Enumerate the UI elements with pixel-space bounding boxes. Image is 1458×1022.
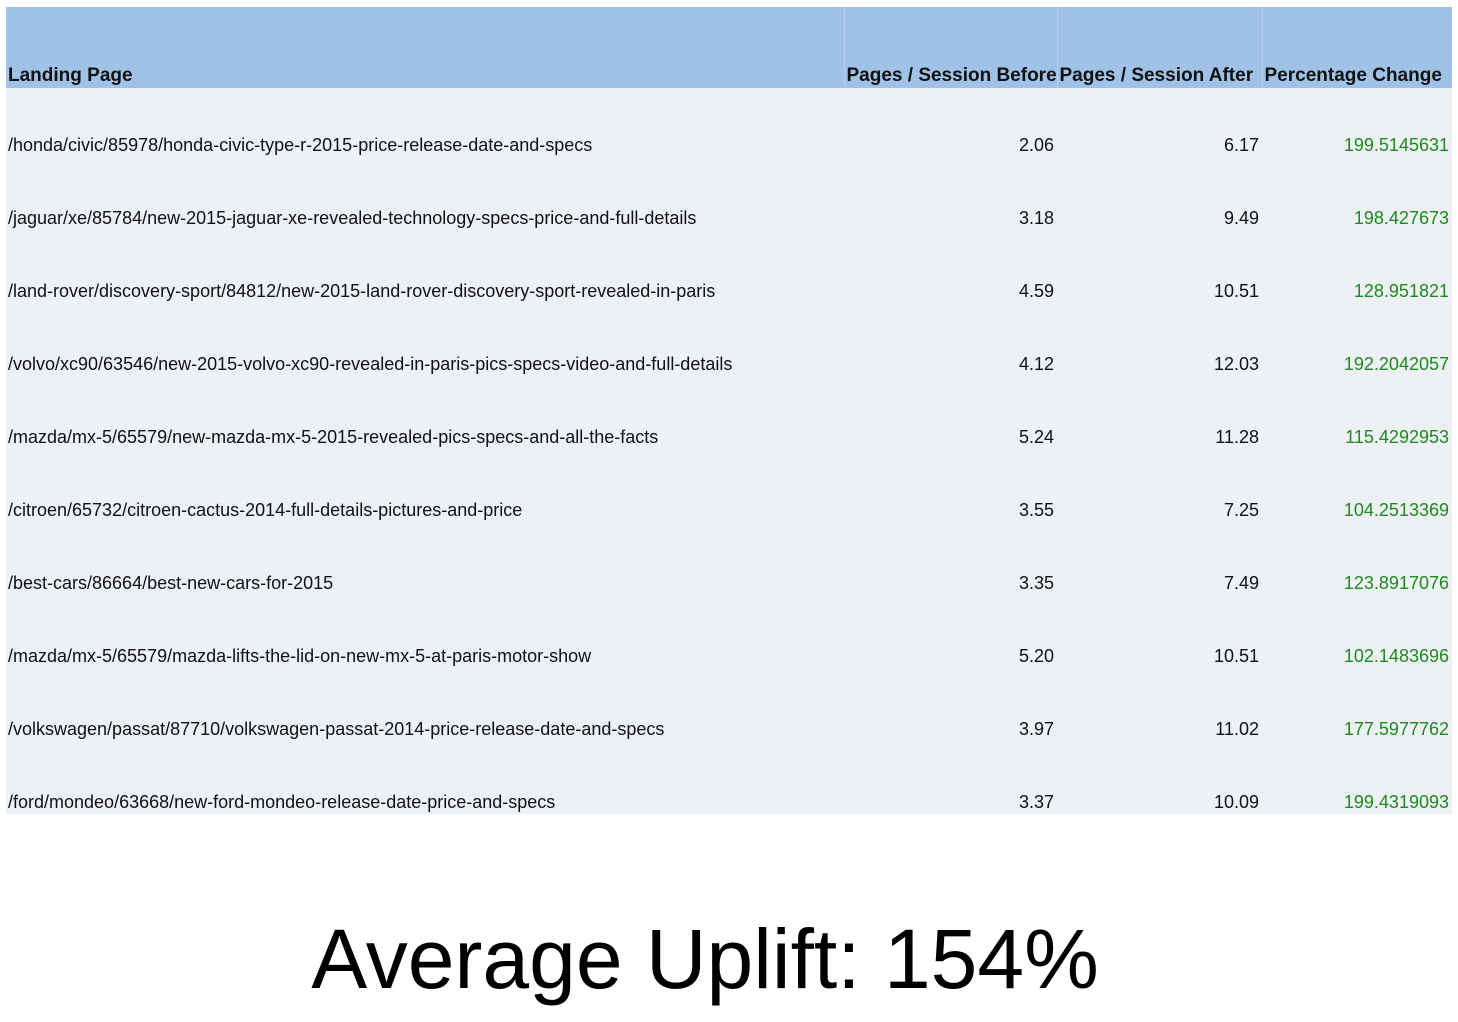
percentage-change-cell: 123.8917076 — [1262, 522, 1452, 595]
landing-page-cell: /best-cars/86664/best-new-cars-for-2015 — [6, 522, 844, 595]
table-row: /citroen/65732/citroen-cactus-2014-full-… — [6, 449, 1452, 522]
pages-session-before-cell: 3.37 — [844, 741, 1057, 814]
column-header-landing-page: Landing Page — [6, 7, 844, 88]
pages-session-after-cell: 11.02 — [1057, 668, 1262, 741]
pages-session-before-cell: 3.18 — [844, 157, 1057, 230]
pages-session-before-cell: 4.59 — [844, 230, 1057, 303]
pages-session-after-cell: 12.03 — [1057, 303, 1262, 376]
landing-page-cell: /mazda/mx-5/65579/mazda-lifts-the-lid-on… — [6, 595, 844, 668]
pages-session-after-cell: 10.09 — [1057, 741, 1262, 814]
pages-session-before-cell: 4.12 — [844, 303, 1057, 376]
table-row: /jaguar/xe/85784/new-2015-jaguar-xe-reve… — [6, 157, 1452, 230]
pages-session-before-cell: 5.24 — [844, 376, 1057, 449]
pages-session-after-cell: 9.49 — [1057, 157, 1262, 230]
landing-page-cell: /mazda/mx-5/65579/new-mazda-mx-5-2015-re… — [6, 376, 844, 449]
landing-page-cell: /land-rover/discovery-sport/84812/new-20… — [6, 230, 844, 303]
percentage-change-cell: 199.5145631 — [1262, 88, 1452, 157]
pages-session-before-cell: 3.97 — [844, 668, 1057, 741]
pages-session-before-cell: 3.55 — [844, 449, 1057, 522]
pages-session-before-cell: 5.20 — [844, 595, 1057, 668]
landing-page-cell: /citroen/65732/citroen-cactus-2014-full-… — [6, 449, 844, 522]
table-row: /mazda/mx-5/65579/new-mazda-mx-5-2015-re… — [6, 376, 1452, 449]
column-header-percentage-change: Percentage Change — [1261, 7, 1452, 88]
table-row: /mazda/mx-5/65579/mazda-lifts-the-lid-on… — [6, 595, 1452, 668]
landing-page-cell: /ford/mondeo/63668/new-ford-mondeo-relea… — [6, 741, 844, 814]
table-row: /best-cars/86664/best-new-cars-for-2015 3… — [6, 522, 1452, 595]
pages-session-before-cell: 2.06 — [844, 88, 1057, 157]
percentage-change-cell: 198.427673 — [1262, 157, 1452, 230]
pages-session-after-cell: 11.28 — [1057, 376, 1262, 449]
landing-page-cell: /honda/civic/85978/honda-civic-type-r-20… — [6, 88, 844, 157]
average-uplift-summary: Average Uplift: 154% — [311, 912, 1099, 1006]
header-row: Landing Page Pages / Session Before Page… — [6, 7, 1452, 88]
landing-page-cell: /jaguar/xe/85784/new-2015-jaguar-xe-reve… — [6, 157, 844, 230]
pages-session-after-cell: 7.25 — [1057, 449, 1262, 522]
table-row: /land-rover/discovery-sport/84812/new-20… — [6, 230, 1452, 303]
pages-session-before-cell: 3.35 — [844, 522, 1057, 595]
percentage-change-cell: 199.4319093 — [1262, 741, 1452, 814]
landing-page-cell: /volvo/xc90/63546/new-2015-volvo-xc90-re… — [6, 303, 844, 376]
table-row: /volkswagen/passat/87710/volkswagen-pass… — [6, 668, 1452, 741]
pages-session-after-cell: 10.51 — [1057, 595, 1262, 668]
column-header-pages-session-before: Pages / Session Before — [843, 7, 1057, 88]
table-row: /ford/mondeo/63668/new-ford-mondeo-relea… — [6, 741, 1452, 814]
data-table: Landing Page Pages / Session Before Page… — [6, 7, 1452, 814]
percentage-change-cell: 177.5977762 — [1262, 668, 1452, 741]
table-row: /honda/civic/85978/honda-civic-type-r-20… — [6, 88, 1452, 157]
column-header-pages-session-after: Pages / Session After — [1056, 7, 1262, 88]
pages-session-after-cell: 7.49 — [1057, 522, 1262, 595]
table-row: /volvo/xc90/63546/new-2015-volvo-xc90-re… — [6, 303, 1452, 376]
percentage-change-cell: 192.2042057 — [1262, 303, 1452, 376]
percentage-change-cell: 128.951821 — [1262, 230, 1452, 303]
percentage-change-cell: 115.4292953 — [1262, 376, 1452, 449]
pages-session-after-cell: 6.17 — [1057, 88, 1262, 157]
percentage-change-cell: 102.1483696 — [1262, 595, 1452, 668]
landing-page-cell: /volkswagen/passat/87710/volkswagen-pass… — [6, 668, 844, 741]
pages-session-after-cell: 10.51 — [1057, 230, 1262, 303]
percentage-change-cell: 104.2513369 — [1262, 449, 1452, 522]
